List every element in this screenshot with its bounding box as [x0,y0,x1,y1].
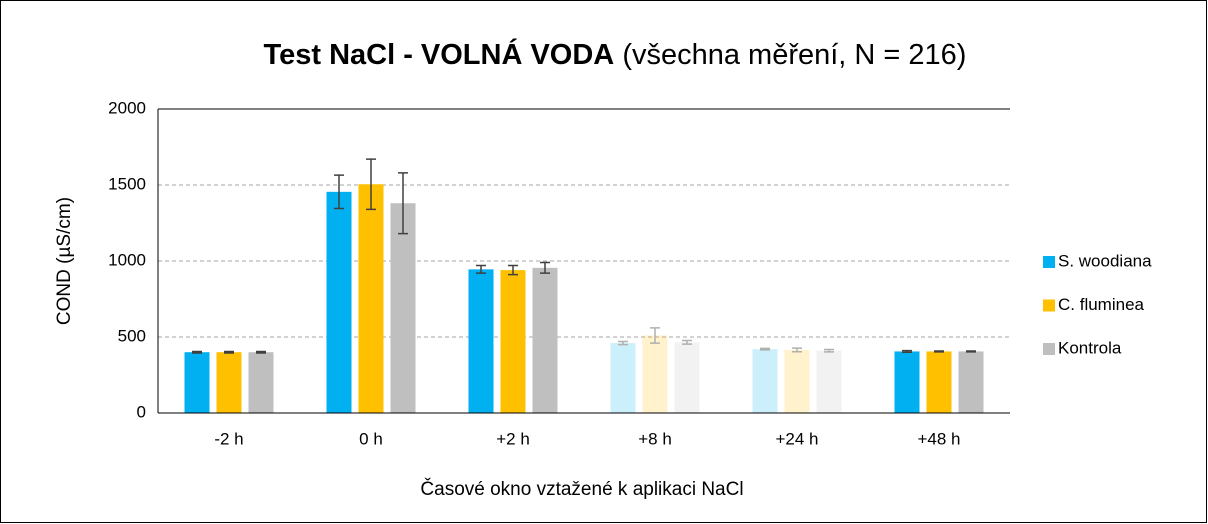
x-tick-label: +48 h [917,429,960,448]
x-tick-label: +24 h [775,429,818,448]
y-tick-label: 1500 [108,174,146,193]
y-tick-label: 1000 [108,250,146,269]
error-bar [682,339,692,345]
bar [642,335,668,413]
error-bar [966,350,976,353]
error-bar [334,174,344,210]
bar [816,350,842,413]
x-axis-label: Časové okno vztažené k aplikaci NaCl [420,478,743,500]
chart-subtitle: (všechna měření, N = 216) [622,39,966,71]
bar [926,351,952,413]
bar [532,267,558,413]
bar [248,352,274,413]
y-axis-label: COND (µS/cm) [54,197,75,325]
bar [894,351,920,413]
error-bar [192,350,202,354]
x-tick-label: -2 h [214,429,243,448]
bar [958,351,984,413]
bar [216,352,242,413]
error-bar [902,349,912,353]
error-bar [540,261,550,274]
bar [610,343,636,413]
error-bar [508,264,518,276]
bar [752,349,778,413]
error-bar [476,264,486,274]
x-tick-label: +2 h [496,429,530,448]
y-tick-label: 500 [118,326,146,345]
legend-swatch [1043,343,1055,355]
legend-label: C. fluminea [1058,295,1145,314]
legend-swatch [1043,299,1055,312]
chart-title-line: Test NaCl - VOLNÁ VODA (všechna měření, … [264,37,967,71]
bar [674,342,700,413]
error-bar [650,327,660,344]
x-tick-label: +8 h [638,429,672,448]
error-bar [824,348,834,353]
error-bar [366,158,376,211]
error-bar [792,347,802,353]
legend-label: Kontrola [1058,338,1122,357]
error-bar [934,350,944,353]
error-bar [256,350,266,354]
error-bar [398,172,408,235]
legend-label: S. woodiana [1058,251,1152,270]
bar [184,352,210,413]
bar [390,203,416,413]
bar [326,191,352,413]
bar [784,349,810,413]
bar [358,184,384,413]
y-tick-label: 0 [137,402,146,421]
bar [468,269,494,413]
error-bar [760,347,770,351]
y-tick-label: 2000 [108,98,146,117]
x-tick-label: 0 h [359,429,383,448]
bar [500,270,526,413]
error-bar [618,340,628,346]
error-bar [224,350,234,354]
legend-swatch [1043,256,1055,268]
chart-title: Test NaCl - VOLNÁ VODA [264,37,615,71]
